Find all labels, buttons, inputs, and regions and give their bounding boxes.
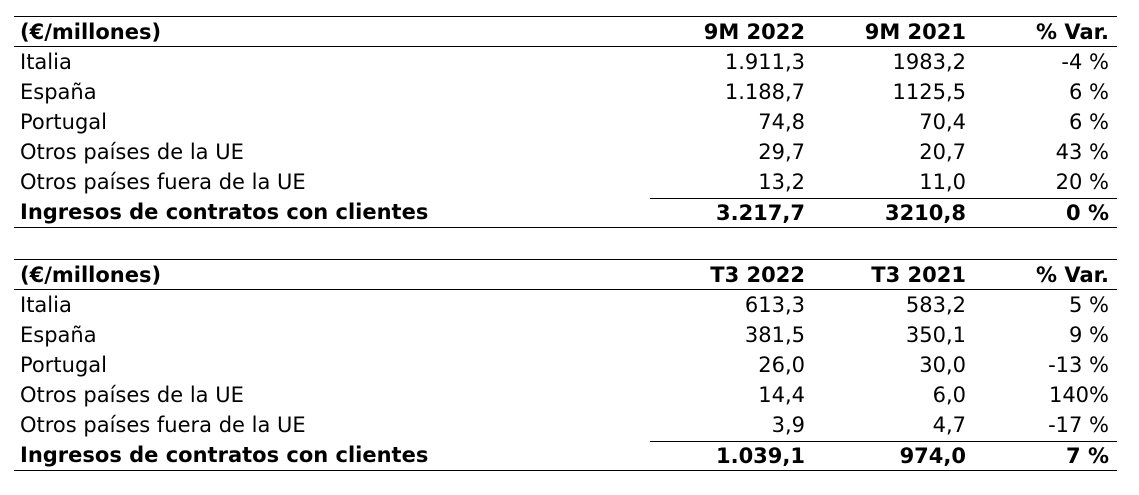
- row-value-3: -4 %: [1061, 50, 1109, 74]
- row-label: Portugal: [20, 110, 107, 134]
- row-value-2: 70,4: [919, 110, 966, 134]
- row-value-1: 14,4: [758, 383, 805, 407]
- row-value-2: 30,0: [919, 353, 966, 377]
- table-row: Italia 613,3 583,2 5 %: [14, 290, 1117, 320]
- table-row: España 381,5 350,1 9 %: [14, 320, 1117, 350]
- row-value-1: 29,7: [758, 140, 805, 164]
- table-total-row: Ingresos de contratos con clientes 1.039…: [14, 440, 1117, 471]
- row-value-3: 6 %: [1069, 110, 1109, 134]
- row-value-1: 1.188,7: [724, 80, 805, 104]
- row-label: Italia: [20, 50, 72, 74]
- row-label: España: [20, 80, 97, 104]
- header-col1: T3 2022: [710, 262, 805, 287]
- row-label: Otros países fuera de la UE: [20, 413, 306, 437]
- header-label: (€/millones): [20, 262, 162, 287]
- header-col1: 9M 2022: [703, 19, 805, 44]
- total-label: Ingresos de contratos con clientes: [20, 200, 429, 224]
- row-label: Otros países fuera de la UE: [20, 170, 306, 194]
- table-row: Otros países de la UE 14,4 6,0 140%: [14, 380, 1117, 410]
- revenue-table-t3: (€/millones) T3 2022 T3 2021 % Var. Ital…: [14, 259, 1117, 471]
- row-value-1: 3,9: [771, 413, 805, 437]
- row-value-1: 74,8: [758, 110, 805, 134]
- row-value-2: 1125,5: [892, 80, 966, 104]
- row-value-3: -17 %: [1048, 413, 1109, 437]
- table-row: Otros países de la UE 29,7 20,7 43 %: [14, 137, 1117, 167]
- table-header: (€/millones) 9M 2022 9M 2021 % Var.: [14, 16, 1117, 47]
- table-row: España 1.188,7 1125,5 6 %: [14, 77, 1117, 107]
- header-col2: 9M 2021: [864, 19, 966, 44]
- row-label: España: [20, 323, 97, 347]
- row-value-1: 13,2: [758, 170, 805, 194]
- row-label: Portugal: [20, 353, 107, 377]
- total-value-1: 3.217,7: [650, 197, 811, 227]
- header-col2: T3 2021: [871, 262, 966, 287]
- row-value-3: 6 %: [1069, 80, 1109, 104]
- total-value-3: 7 %: [972, 440, 1117, 470]
- row-value-3: 20 %: [1055, 170, 1109, 194]
- row-value-3: 43 %: [1055, 140, 1109, 164]
- total-value-3: 0 %: [972, 197, 1117, 227]
- row-value-1: 381,5: [744, 323, 805, 347]
- row-value-2: 11,0: [919, 170, 966, 194]
- row-value-2: 4,7: [932, 413, 966, 437]
- row-value-1: 613,3: [744, 293, 805, 317]
- row-value-3: -13 %: [1048, 353, 1109, 377]
- row-value-3: 5 %: [1069, 293, 1109, 317]
- table-header: (€/millones) T3 2022 T3 2021 % Var.: [14, 259, 1117, 290]
- total-value-1: 1.039,1: [650, 440, 811, 470]
- row-value-2: 6,0: [932, 383, 966, 407]
- header-label: (€/millones): [20, 19, 162, 44]
- total-value-2: 974,0: [811, 440, 972, 470]
- row-value-3: 9 %: [1069, 323, 1109, 347]
- row-label: Italia: [20, 293, 72, 317]
- row-value-1: 1.911,3: [724, 50, 805, 74]
- table-row: Italia 1.911,3 1983,2 -4 %: [14, 47, 1117, 77]
- table-row: Portugal 26,0 30,0 -13 %: [14, 350, 1117, 380]
- row-label: Otros países de la UE: [20, 383, 244, 407]
- table-total-row: Ingresos de contratos con clientes 3.217…: [14, 197, 1117, 228]
- row-value-2: 20,7: [919, 140, 966, 164]
- row-value-3: 140%: [1048, 383, 1109, 407]
- row-value-2: 583,2: [905, 293, 966, 317]
- header-col3: % Var.: [1036, 262, 1109, 287]
- total-value-2: 3210,8: [811, 197, 972, 227]
- row-value-2: 1983,2: [892, 50, 966, 74]
- row-value-2: 350,1: [905, 323, 966, 347]
- revenue-table-9m: (€/millones) 9M 2022 9M 2021 % Var. Ital…: [14, 16, 1117, 228]
- table-row: Portugal 74,8 70,4 6 %: [14, 107, 1117, 137]
- table-row: Otros países fuera de la UE 13,2 11,0 20…: [14, 167, 1117, 197]
- row-label: Otros países de la UE: [20, 140, 244, 164]
- table-row: Otros países fuera de la UE 3,9 4,7 -17 …: [14, 410, 1117, 440]
- row-value-1: 26,0: [758, 353, 805, 377]
- total-label: Ingresos de contratos con clientes: [20, 443, 429, 467]
- header-col3: % Var.: [1036, 19, 1109, 44]
